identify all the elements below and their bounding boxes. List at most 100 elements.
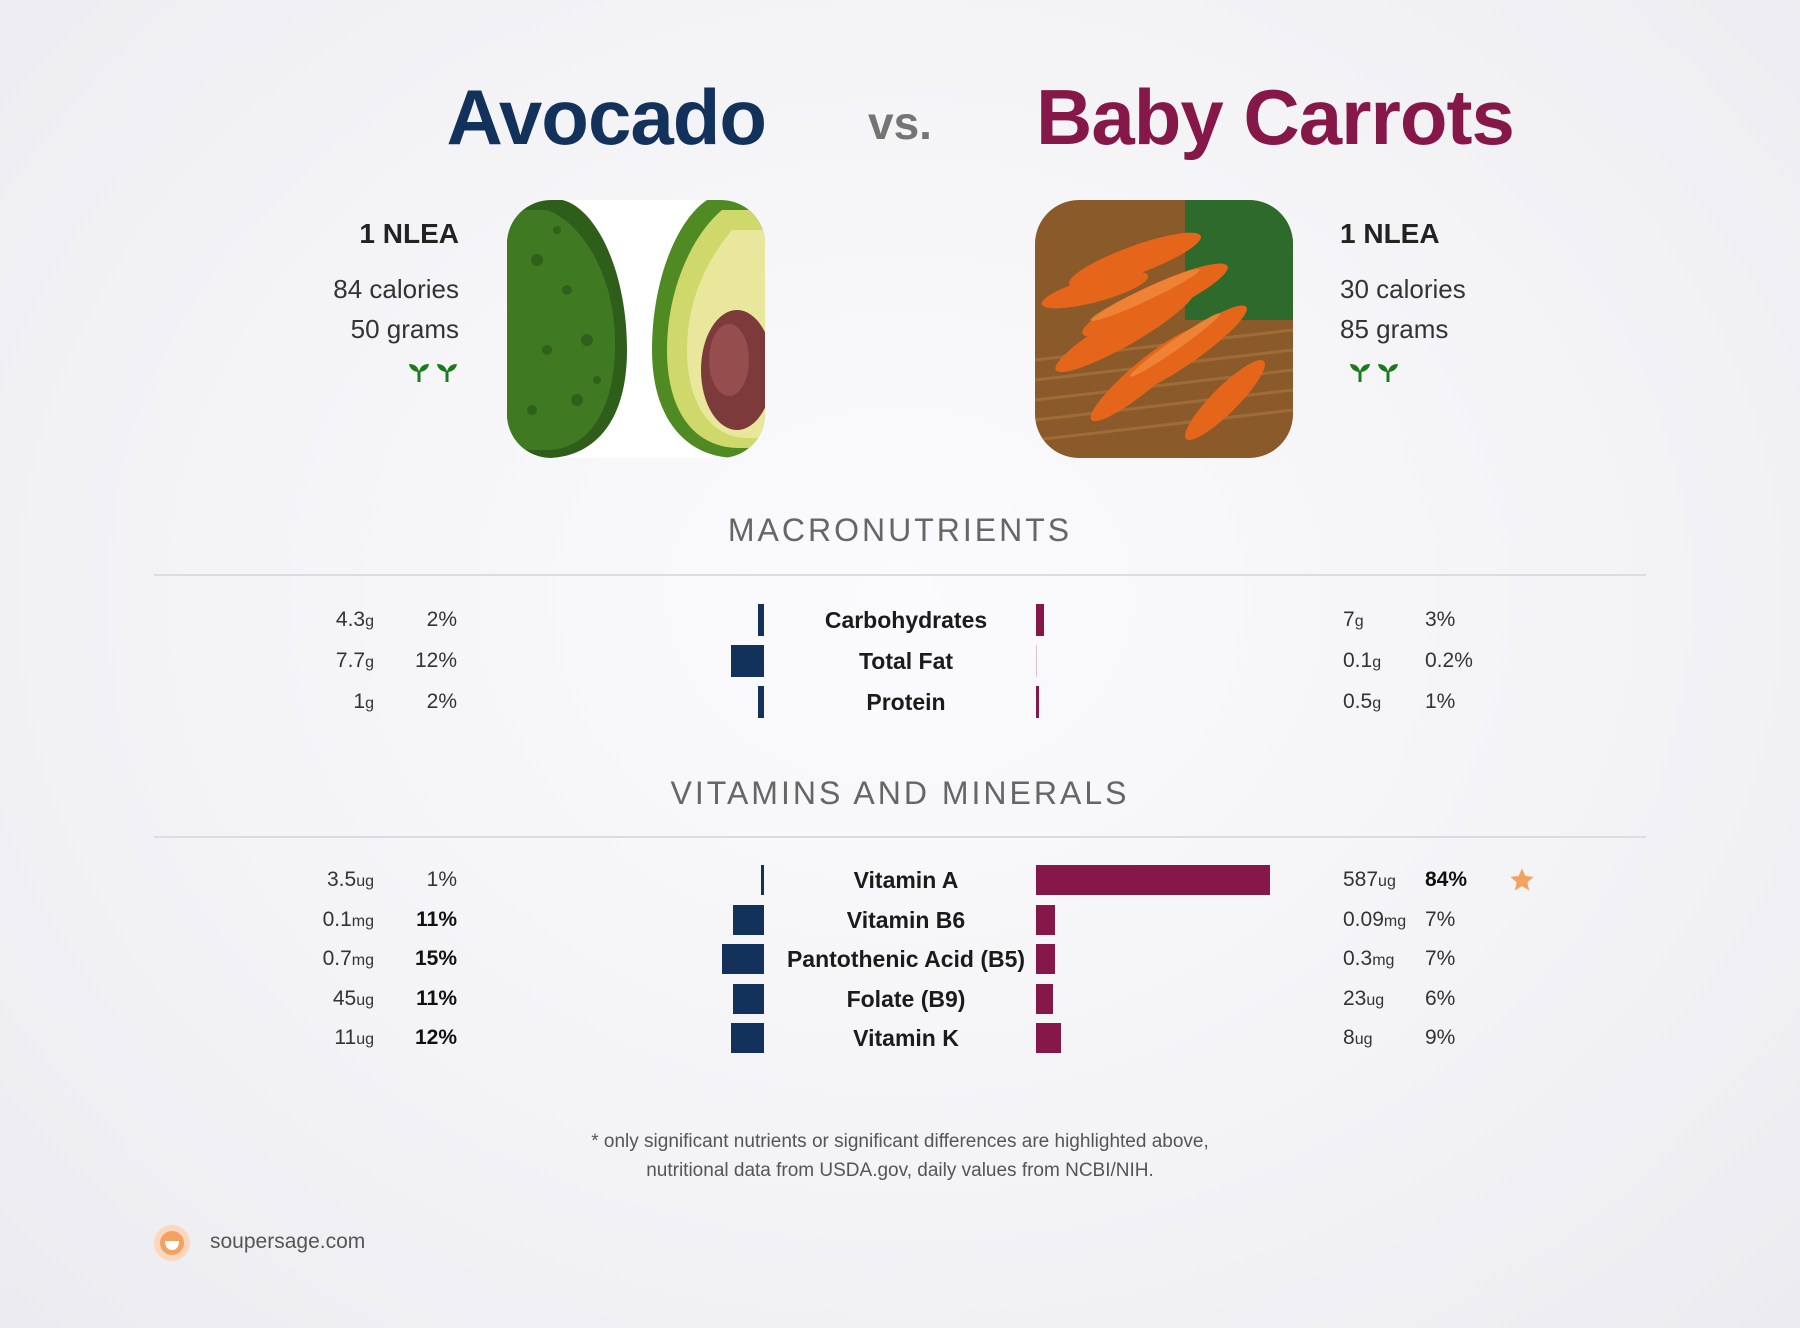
nutrient-row: 1g 2% Protein 0.5g 1% xyxy=(0,682,1800,722)
right-bar xyxy=(1036,983,1053,1014)
right-amount: 0.3mg xyxy=(1343,939,1394,979)
right-amount: 0.09mg xyxy=(1343,900,1406,940)
amount-unit: mg xyxy=(351,952,374,969)
amount-value: 4.3 xyxy=(335,608,366,631)
right-percent: 84% xyxy=(1425,868,1468,891)
nutrient-row: 0.1mg 11% Vitamin B6 0.09mg 7% xyxy=(0,900,1800,940)
left-percent: 11% xyxy=(416,986,457,1010)
right-percent: 7% xyxy=(1425,907,1456,931)
amount-value: 0.3 xyxy=(1343,947,1373,970)
nutrient-row: 7.7g 12% Total Fat 0.1g 0.2% xyxy=(0,641,1800,681)
vs-label: vs. xyxy=(868,97,932,149)
nutrient-name: Vitamin A xyxy=(853,867,959,893)
left-percent: 1% xyxy=(426,868,457,891)
amount-unit: ug xyxy=(1366,991,1385,1009)
left-bar xyxy=(758,604,764,636)
left-bar xyxy=(733,983,764,1014)
left-food-title: Avocado xyxy=(446,73,767,161)
left-bar xyxy=(761,865,764,895)
left-badges xyxy=(407,360,459,384)
amount-value: 11 xyxy=(334,1026,357,1049)
amount-value: 45 xyxy=(332,986,357,1010)
left-serving: 1 NLEA xyxy=(359,218,459,249)
amount-unit: ug xyxy=(356,1031,374,1048)
left-amount: 7.7g xyxy=(336,641,374,681)
right-bar xyxy=(1036,865,1270,895)
nutrient-name: Vitamin K xyxy=(853,1025,959,1051)
right-percent: 9% xyxy=(1425,1026,1456,1049)
vitamins-divider xyxy=(154,836,1646,838)
amount-value: 1 xyxy=(353,690,366,713)
left-bar xyxy=(758,686,764,718)
sprout-icon xyxy=(1378,364,1398,382)
right-percent: 7% xyxy=(1425,947,1456,970)
nutrient-name: Pantothenic Acid (B5) xyxy=(786,946,1026,972)
right-amount: 23ug xyxy=(1343,979,1384,1019)
left-amount: 0.7mg xyxy=(323,939,374,979)
right-bar xyxy=(1036,944,1056,974)
amount-unit: g xyxy=(1372,654,1382,671)
macronutrients-heading: MACRONUTRIENTS xyxy=(727,512,1073,548)
amount-unit: ug xyxy=(356,873,374,890)
amount-value: 0.5 xyxy=(1343,690,1373,713)
right-badges xyxy=(1348,360,1400,384)
left-percent: 11% xyxy=(416,907,457,931)
amount-unit: ug xyxy=(356,991,374,1009)
nutrient-row: 11ug 12% Vitamin K 8ug 9% xyxy=(0,1018,1800,1058)
amount-value: 7 xyxy=(1343,608,1355,631)
baby-carrots-image xyxy=(1035,200,1293,458)
nutrient-name: Carbohydrates xyxy=(824,607,988,633)
left-amount: 1g xyxy=(353,682,374,722)
right-percent: 6% xyxy=(1425,986,1456,1010)
nutrient-row: 3.5ug 1% Vitamin A 587ug 84% xyxy=(0,860,1800,900)
right-amount: 587ug xyxy=(1343,860,1396,900)
left-amount: 11ug xyxy=(334,1018,374,1058)
amount-unit: mg xyxy=(1383,912,1407,930)
right-bar xyxy=(1036,1023,1062,1053)
nutrient-name: Folate (B9) xyxy=(846,985,966,1012)
nutrient-name: Vitamin B6 xyxy=(846,906,966,933)
right-calories: 30 calories xyxy=(1340,274,1466,304)
avocado-image xyxy=(507,200,765,458)
sprout-icon xyxy=(1350,364,1370,382)
sprout-icon xyxy=(437,364,457,382)
amount-unit: g xyxy=(365,695,374,712)
right-bar xyxy=(1036,904,1056,935)
amount-value: 3.5 xyxy=(327,868,357,891)
right-percent: 1% xyxy=(1425,690,1456,713)
left-percent: 2% xyxy=(426,690,457,713)
nutrient-row: 4.3g 2% Carbohydrates 7g 3% xyxy=(0,600,1800,640)
left-amount: 45ug xyxy=(333,979,374,1019)
nutrient-row: 0.7mg 15% Pantothenic Acid (B5) 0.3mg 7% xyxy=(0,939,1800,979)
right-bar xyxy=(1036,604,1045,636)
vitamins-heading: VITAMINS AND MINERALS xyxy=(670,775,1130,811)
right-serving: 1 NLEA xyxy=(1340,218,1440,249)
nutrient-row: 45ug 11% Folate (B9) 23ug 6% xyxy=(0,979,1800,1019)
left-percent: 2% xyxy=(426,608,457,631)
right-percent: 0.2% xyxy=(1425,649,1473,672)
nutrient-name: Protein xyxy=(866,689,946,715)
brand-link[interactable]: soupersage.com xyxy=(210,1230,366,1253)
right-amount: 0.5g xyxy=(1343,682,1381,722)
left-bar xyxy=(730,1023,764,1053)
left-bar xyxy=(722,944,764,974)
amount-unit: ug xyxy=(1354,1031,1373,1048)
left-bar xyxy=(730,645,764,677)
soupersage-logo-icon xyxy=(152,1223,192,1263)
amount-value: 587 xyxy=(1343,868,1379,891)
amount-value: 0.09 xyxy=(1343,907,1384,931)
left-amount: 3.5ug xyxy=(327,860,374,900)
right-grams: 85 grams xyxy=(1340,314,1449,344)
left-amount: 0.1mg xyxy=(323,900,374,940)
amount-unit: g xyxy=(365,654,374,671)
amount-value: 23 xyxy=(1343,986,1367,1010)
left-percent: 12% xyxy=(414,649,457,672)
left-bar xyxy=(733,904,764,935)
star-icon xyxy=(1508,866,1536,894)
left-percent: 15% xyxy=(414,947,457,970)
left-grams: 50 grams xyxy=(350,314,459,344)
left-percent: 12% xyxy=(414,1026,457,1049)
amount-unit: g xyxy=(365,613,374,630)
right-bar xyxy=(1036,645,1037,677)
right-percent: 3% xyxy=(1425,608,1456,631)
